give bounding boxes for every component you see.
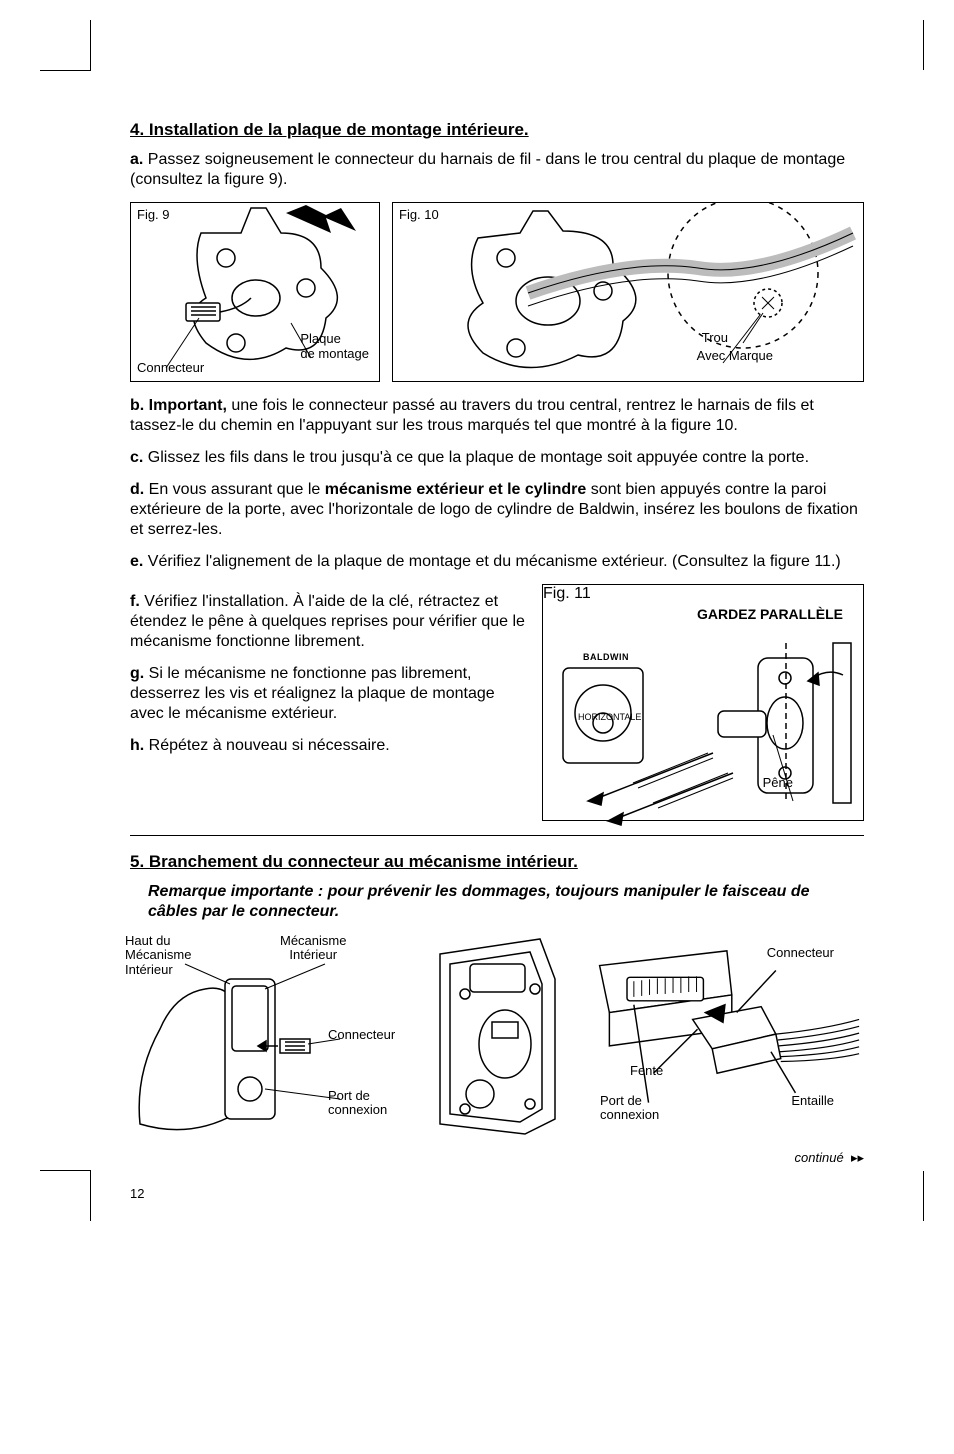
crop-mark-top-right <box>923 20 924 70</box>
fig-right-port-l2: connexion <box>600 1107 659 1122</box>
fig-right-entaille: Entaille <box>791 1094 834 1108</box>
para-4b: b. Important, une fois le connecteur pas… <box>130 396 864 436</box>
section-5-figures: Haut du Mécanisme Intérieur Mécanisme In… <box>130 934 864 1144</box>
section-5-note: Remarque importante : pour prévenir les … <box>148 882 834 922</box>
para-4f-prefix: f. <box>130 593 140 610</box>
fig-left-haut-l1: Haut du <box>125 933 171 948</box>
fig-right-fente: Fente <box>630 1064 663 1078</box>
figure-10-svg <box>393 203 863 383</box>
para-4d-t1: En vous assurant que le <box>144 481 325 498</box>
continue-text: continué <box>795 1150 844 1165</box>
figure-11-label: Fig. 11 <box>543 585 591 602</box>
fig-mid-svg <box>410 934 570 1144</box>
figure-9-label: Fig. 9 <box>137 207 170 222</box>
fig-mid-box <box>410 934 570 1144</box>
para-4d-prefix: d. <box>130 481 144 498</box>
fig-right-connecteur: Connecteur <box>767 946 834 960</box>
para-4c-text: Glissez les fils dans le trou jusqu'à ce… <box>143 449 809 466</box>
fig11-baldwin: BALDWIN <box>583 653 629 663</box>
crop-mark-bottom-right <box>923 1171 924 1221</box>
para-4a-prefix: a. <box>130 151 143 168</box>
fig-left-port-l2: connexion <box>328 1102 387 1117</box>
figure-9-box: Fig. 9 <box>130 202 380 382</box>
para-4h: h. Répétez à nouveau si nécessaire. <box>130 736 530 756</box>
para-4c: c. Glissez les fils dans le trou jusqu'à… <box>130 448 864 468</box>
fig-right-port-l1: Port de <box>600 1093 642 1108</box>
fig-left-connecteur: Connecteur <box>328 1028 395 1042</box>
fig9-callout-plaque-l2: de montage <box>300 346 369 361</box>
para-4h-text: Répétez à nouveau si nécessaire. <box>144 737 389 754</box>
fig11-pene: Pêne <box>763 776 793 790</box>
figure-11-box: Fig. 11 GARDEZ PARALLÈLE <box>542 584 864 821</box>
figure-10-box: Fig. 10 <box>392 202 864 382</box>
fig-left-meca-l2: Intérieur <box>289 947 337 962</box>
para-4b-text: une fois le connecteur passé au travers … <box>130 397 814 434</box>
fig-left-box: Haut du Mécanisme Intérieur Mécanisme In… <box>130 934 400 1144</box>
fig-left-haut-l3: Intérieur <box>125 962 173 977</box>
fig10-callout-trou: Trou <box>702 331 728 345</box>
fig9-callout-plaque-l1: Plaque <box>300 331 340 346</box>
fig10-callout-marque: Avec Marque <box>697 349 773 363</box>
fig11-gardez: GARDEZ PARALLÈLE <box>697 607 843 622</box>
figure-10-label: Fig. 10 <box>399 207 439 222</box>
para-4a: a. Passez soigneusement le connecteur du… <box>130 150 864 190</box>
para-4c-prefix: c. <box>130 449 143 466</box>
continue-indicator: continué ▸▸ <box>130 1150 864 1166</box>
para-4d: d. En vous assurant que le mécanisme ext… <box>130 480 864 540</box>
fig-left-haut-l2: Mécanisme <box>125 947 191 962</box>
fig-left-meca-l1: Mécanisme <box>280 933 346 948</box>
para-4b-prefix: b. Important, <box>130 397 227 414</box>
para-4e-prefix: e. <box>130 553 143 570</box>
para-4e-text: Vérifiez l'alignement de la plaque de mo… <box>143 553 840 570</box>
crop-mark-top-left <box>40 20 91 71</box>
section4-lower: f. Vérifiez l'installation. À l'aide de … <box>130 584 864 821</box>
fast-forward-icon: ▸▸ <box>847 1150 864 1165</box>
para-4f-text: Vérifiez l'installation. À l'aide de la … <box>130 593 525 650</box>
figure-row-9-10: Fig. 9 <box>130 202 864 382</box>
fig11-horizontale: HORIZONTALE <box>578 713 641 723</box>
para-4g-prefix: g. <box>130 665 144 682</box>
para-4h-prefix: h. <box>130 737 144 754</box>
para-4e: e. Vérifiez l'alignement de la plaque de… <box>130 552 864 572</box>
fig9-callout-connecteur: Connecteur <box>137 361 204 375</box>
para-4f: f. Vérifiez l'installation. À l'aide de … <box>130 592 530 652</box>
para-4g: g. Si le mécanisme ne fonctionne pas lib… <box>130 664 530 724</box>
section-5-heading: 5. Branchement du connecteur au mécanism… <box>130 852 864 872</box>
fig-right-box: Connecteur Fente Port de connexion Entai… <box>580 934 864 1144</box>
para-4a-text: Passez soigneusement le connecteur du ha… <box>130 151 845 188</box>
section-4-heading: 4. Installation de la plaque de montage … <box>130 120 864 140</box>
crop-mark-bottom-left <box>40 1170 91 1221</box>
para-4d-bold: mécanisme extérieur et le cylindre <box>325 481 586 498</box>
fig-left-port-l1: Port de <box>328 1088 370 1103</box>
page-number: 12 <box>130 1186 864 1201</box>
para-4g-text: Si le mécanisme ne fonctionne pas librem… <box>130 665 495 722</box>
